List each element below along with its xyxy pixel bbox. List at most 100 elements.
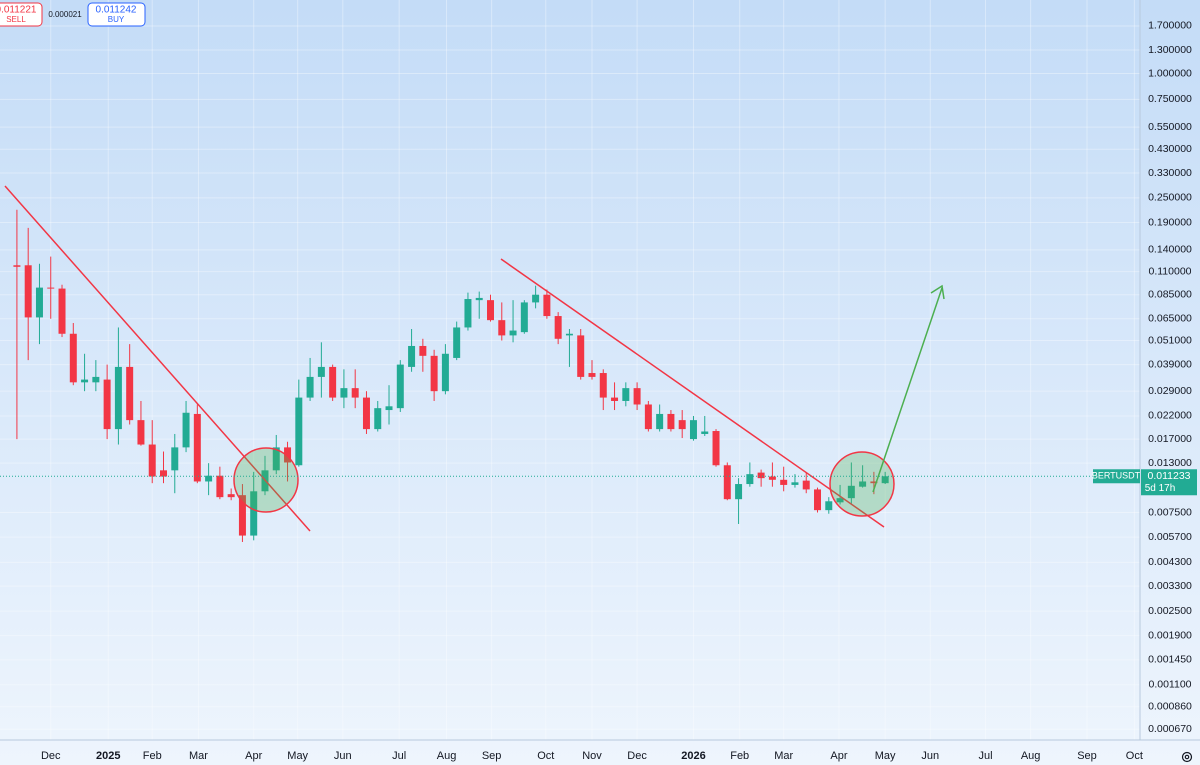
symbol-tag	[1093, 469, 1140, 484]
candle-body	[859, 481, 867, 487]
y-tick-label: 0.190000	[1148, 216, 1192, 228]
candle-body	[814, 489, 822, 511]
y-tick-label: 0.001450	[1148, 654, 1192, 666]
arrow-head	[930, 284, 945, 300]
candle-body	[340, 388, 348, 398]
x-tick-label: Jul	[978, 750, 992, 762]
candle-body	[362, 397, 370, 430]
drawings	[4, 185, 945, 532]
candle-body	[160, 470, 167, 477]
candle-body	[114, 366, 122, 430]
candle-body	[622, 388, 630, 401]
candle-body	[825, 501, 833, 511]
sell-price: 0.011221	[0, 5, 37, 16]
x-tick-label: Nov	[582, 750, 602, 762]
candle-body	[611, 397, 619, 401]
y-tick-label: 0.430000	[1148, 143, 1192, 155]
candle-body	[768, 476, 776, 480]
candle-body	[599, 373, 607, 398]
x-tick-label: Aug	[1021, 750, 1041, 762]
y-tick-label: 0.029000	[1148, 385, 1192, 397]
candle-body	[847, 485, 855, 499]
buy-label: BUY	[108, 15, 125, 24]
x-tick-label: Sep	[1077, 750, 1097, 762]
candle-body	[24, 265, 32, 318]
highlight-circle	[829, 451, 895, 517]
x-tick-label: Dec	[41, 750, 61, 762]
candle-body	[126, 366, 134, 421]
gear-center	[1184, 754, 1190, 760]
candle-body	[735, 484, 743, 500]
projection-arrow	[872, 287, 943, 493]
candle-body	[644, 404, 652, 430]
candle-body	[723, 465, 731, 500]
y-tick-label: 0.140000	[1148, 244, 1192, 256]
highlight-circle	[233, 447, 299, 513]
candle-body	[746, 474, 754, 485]
x-tick-label: Aug	[437, 750, 457, 762]
candle-body	[678, 420, 686, 430]
x-tick-label: Dec	[627, 750, 647, 762]
candle-body	[870, 481, 878, 484]
y-tick-label: 0.750000	[1148, 93, 1192, 105]
y-tick-label: 0.003300	[1148, 580, 1192, 592]
candle-body	[351, 388, 359, 398]
candle-body	[58, 288, 66, 334]
settings-icon[interactable]	[1181, 751, 1193, 763]
candle-body	[509, 330, 517, 336]
candle-body	[295, 397, 303, 466]
sell-button[interactable]	[0, 2, 43, 27]
candle-body	[543, 294, 551, 317]
x-tick-label: 2026	[681, 750, 705, 762]
candle-body	[656, 413, 664, 430]
candle-body	[238, 495, 246, 536]
x-tick-label: May	[287, 750, 308, 762]
candle-body	[396, 364, 404, 409]
order-panel: 0.011221 SELL 0.000021 0.011242 BUY	[0, 2, 146, 27]
axes: 1.700000 1.300000 1.000000 0.750000 0.550000…	[41, 20, 1192, 762]
candle-body	[802, 480, 810, 490]
candle-body	[565, 333, 573, 336]
last-price-label: 0.011233	[1147, 470, 1190, 482]
candle-body	[712, 431, 720, 466]
x-tick-label: Oct	[1126, 750, 1143, 762]
candle-body	[35, 287, 43, 318]
candle-body	[881, 476, 889, 484]
sell-label: SELL	[6, 15, 26, 24]
candle-body	[81, 379, 89, 383]
candle-body	[441, 353, 449, 392]
candle-body	[780, 479, 788, 485]
x-tick-label: Apr	[830, 750, 847, 762]
candle-body	[498, 320, 506, 336]
y-tick-label: 0.001100	[1148, 679, 1191, 691]
grid	[0, 0, 1140, 740]
price-tag-box	[1141, 469, 1197, 496]
candle-body	[216, 475, 224, 498]
y-tick-label: 0.085000	[1148, 288, 1192, 300]
countdown-label: 5d 17h	[1145, 483, 1176, 494]
x-tick-label: Feb	[143, 750, 162, 762]
candle-body	[464, 299, 472, 328]
candle-body	[92, 376, 100, 383]
candles	[13, 209, 889, 542]
candle-body	[103, 379, 111, 430]
x-tick-label: Sep	[482, 750, 502, 762]
candle-body	[487, 300, 494, 321]
candle-body	[193, 413, 201, 482]
x-tick-label: 2025	[96, 750, 120, 762]
y-tick-label: 1.700000	[1148, 20, 1192, 32]
candle-body	[171, 447, 179, 471]
spread: 0.000021	[48, 10, 82, 19]
buy-price: 0.011242	[96, 5, 137, 16]
buy-button[interactable]	[87, 2, 146, 27]
y-tick-label: 1.300000	[1148, 44, 1192, 56]
y-tick-label: 0.039000	[1148, 358, 1192, 370]
candle-body	[667, 413, 675, 430]
y-tick-label: 0.550000	[1148, 121, 1192, 133]
candle-body	[137, 420, 145, 445]
x-tick-label: May	[875, 750, 896, 762]
candle-body	[430, 355, 438, 392]
candle-body	[374, 408, 382, 430]
y-tick-label: 0.005700	[1148, 531, 1192, 543]
